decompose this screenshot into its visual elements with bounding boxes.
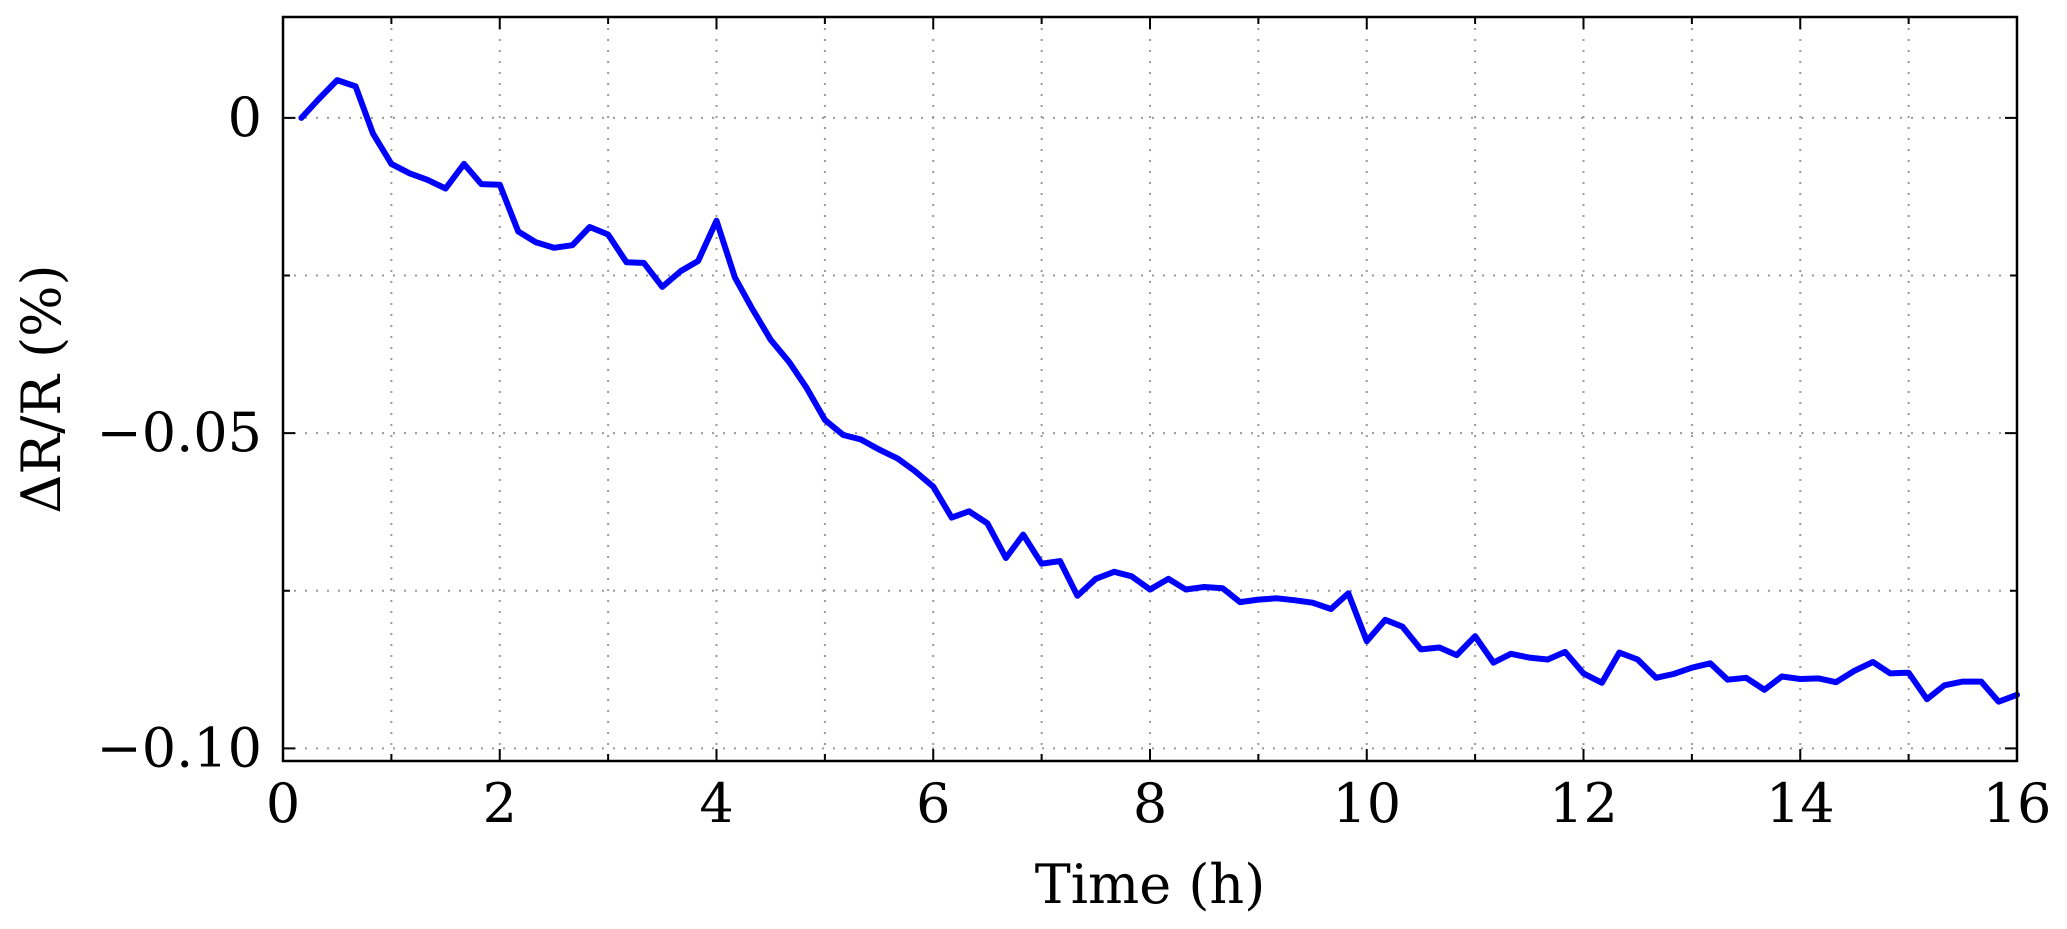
x-tick-label: 14 [1766,772,1835,835]
x-tick-labels: 0 2 4 6 8 10 12 14 16 [266,772,2052,835]
series-layer [298,77,2020,705]
x-tick-label: 12 [1549,772,1618,835]
y-tick-label: 0 [228,86,262,149]
series-line-1 [298,77,2020,705]
x-tick-label: 6 [916,772,950,835]
y-tick-label: −0.05 [97,401,262,464]
plot-frame [281,15,2019,763]
x-tick-label: 10 [1332,772,1401,835]
x-tick-label: 0 [266,772,300,835]
x-tick-label: 8 [1133,772,1167,835]
x-tick-label: 4 [699,772,733,835]
x-tick-label: 16 [1983,772,2052,835]
x-tick-label: 2 [483,772,517,835]
x-axis-title: Time (h) [1035,853,1266,916]
y-axis-title: ΔR/R (%) [10,264,73,513]
y-tick-labels: 0 −0.05 −0.10 [97,86,262,780]
y-tick-label: −0.10 [97,716,262,779]
